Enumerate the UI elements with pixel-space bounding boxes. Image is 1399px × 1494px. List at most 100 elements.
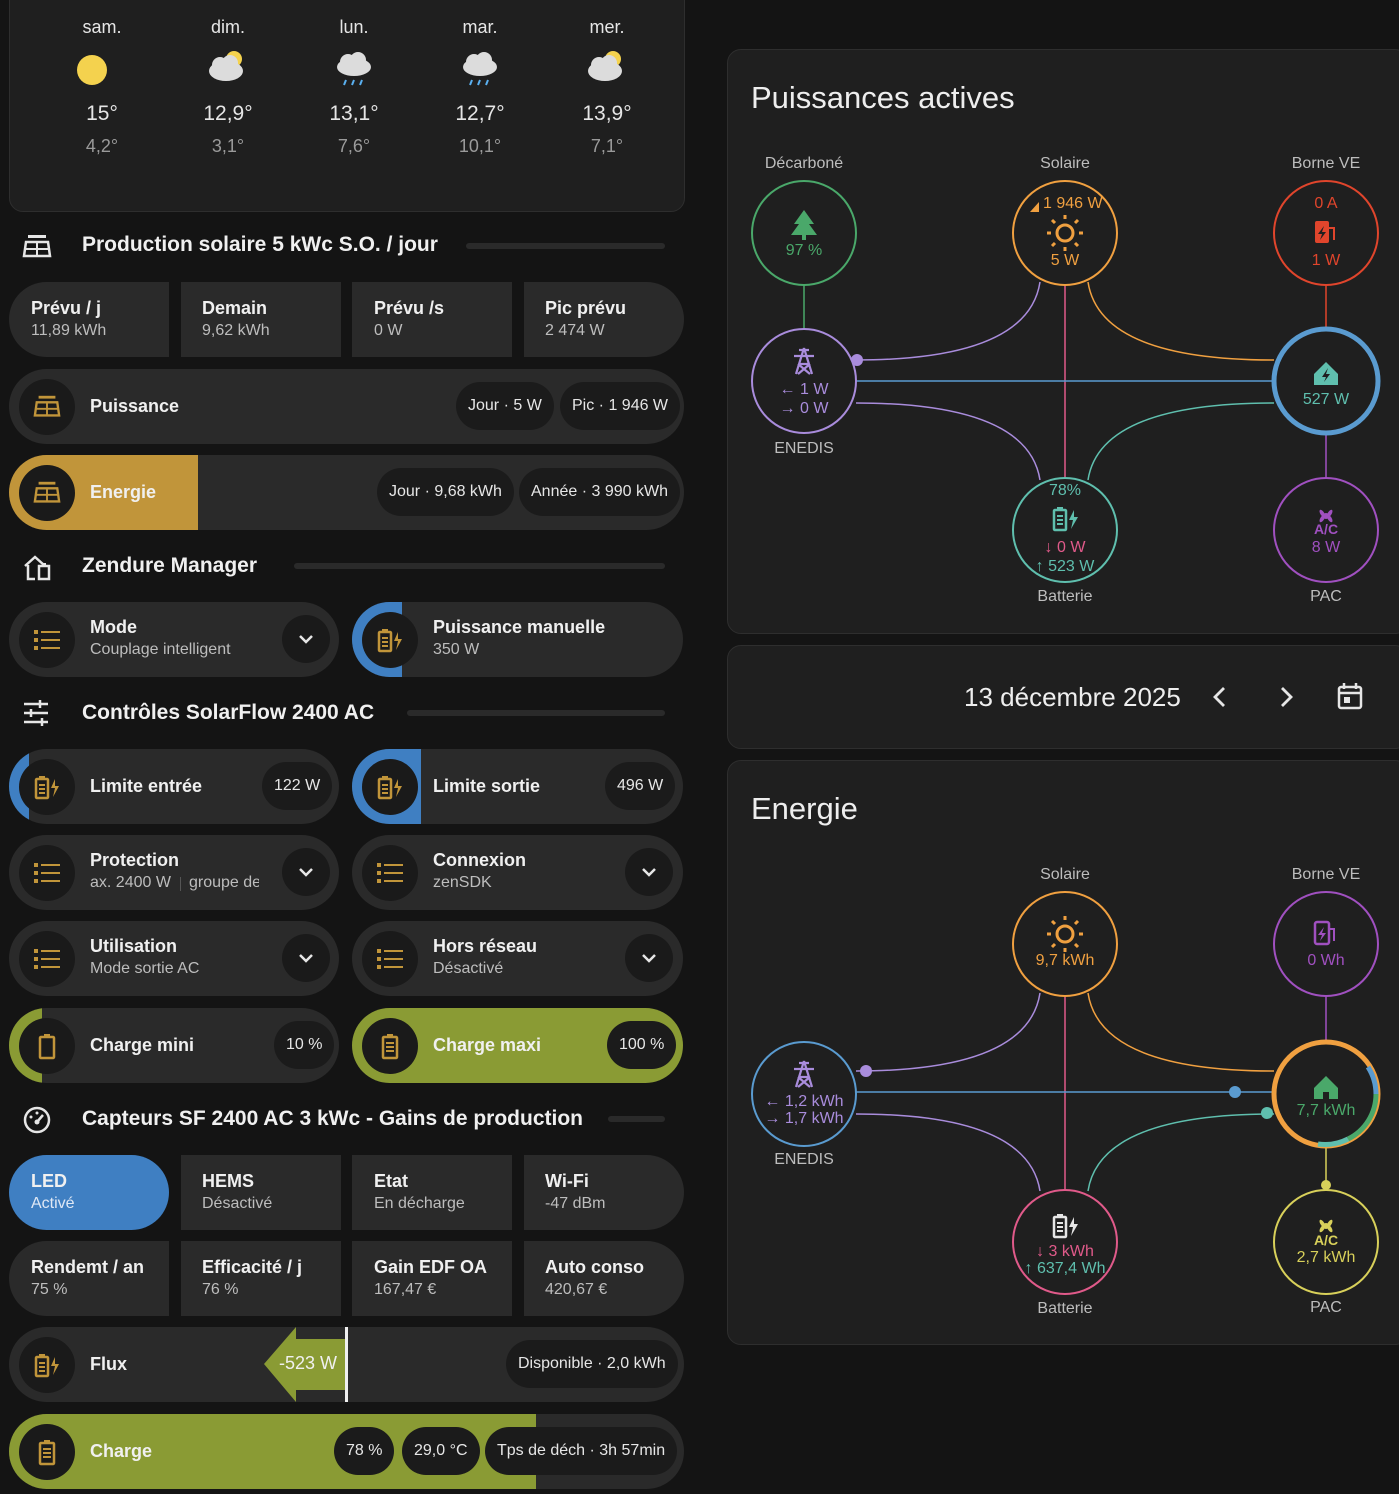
led-toggle[interactable]: LED Activé	[9, 1155, 169, 1230]
stat-tile[interactable]: Rendemt / an 75 %	[9, 1241, 169, 1316]
weather-day: dim.	[210, 17, 245, 37]
energy-flow-card[interactable]: Energie	[727, 760, 1399, 1345]
node-label: ENEDIS	[774, 1151, 834, 1168]
chevron-left-icon[interactable]	[1210, 685, 1230, 709]
card-title: Energie	[751, 791, 858, 826]
transmission-tower-icon	[794, 347, 814, 375]
list-icon	[362, 931, 418, 987]
node-label: Décarboné	[764, 155, 844, 172]
rainy-icon	[337, 52, 371, 86]
grid-in: ← 1,2 kWh	[764, 1093, 844, 1110]
stat-tile[interactable]: HEMS Désactivé	[181, 1155, 341, 1230]
chevron-right-icon[interactable]	[1276, 685, 1296, 709]
mode-select[interactable]: Mode Couplage intelligent	[9, 602, 339, 677]
chip: Jour · 5 W	[456, 382, 554, 430]
battery-out: ↑ 523 W	[1035, 558, 1095, 575]
chevron-down-icon[interactable]	[282, 934, 330, 982]
weather-low: 7,1°	[590, 136, 624, 156]
battery-charging-icon	[1052, 1214, 1078, 1239]
stat-tile[interactable]: Prévu /s 0 W	[352, 282, 512, 357]
limit-output-slider[interactable]: Limite sortie 496 W	[352, 749, 683, 824]
weather-low: 7,6°	[337, 136, 371, 156]
grid-in: ← 1 W	[779, 381, 829, 398]
weather-high: 12,9°	[203, 102, 253, 125]
section-divider	[466, 243, 665, 249]
value-chip: 496 W	[605, 762, 676, 810]
solar-panel-icon	[22, 235, 52, 258]
stat-label: Efficacité / j	[202, 1257, 303, 1277]
weather-high: 12,7°	[455, 102, 505, 125]
weather-low: 3,1°	[211, 136, 245, 156]
row-label: Puissance	[90, 396, 180, 416]
stat-value: Activé	[31, 1195, 75, 1212]
power-flow-card[interactable]: Puissances actives	[727, 49, 1399, 634]
node-label: PAC	[1310, 1299, 1342, 1316]
flux-zero-line	[345, 1327, 348, 1402]
stat-tile[interactable]: Wi-Fi -47 dBm	[524, 1155, 684, 1230]
section-divider	[608, 1116, 665, 1122]
node-label: Solaire	[1040, 155, 1090, 172]
battery-outline-icon	[19, 1018, 75, 1074]
energie-row[interactable]: Energie Jour · 9,68 kWh Année · 3 990 kW…	[9, 455, 684, 530]
node-label: Batterie	[1037, 588, 1093, 605]
transmission-tower-icon	[794, 1060, 814, 1088]
value-chip: 122 W	[262, 762, 333, 810]
charge-mini-slider[interactable]: Charge mini 10 %	[9, 1008, 339, 1083]
section-divider	[294, 563, 665, 569]
ev-charger-icon	[1313, 920, 1335, 946]
battery-out-value: 637,4 Wh	[1036, 1260, 1106, 1277]
connexion-select[interactable]: Connexion zenSDK	[352, 835, 683, 910]
stat-tile[interactable]: Efficacité / j 76 %	[181, 1241, 341, 1316]
utilisation-select[interactable]: Utilisation Mode sortie AC	[9, 921, 339, 996]
weather-low: 4,2°	[85, 136, 119, 156]
row-label: Mode	[90, 617, 137, 637]
weather-day: mer.	[589, 17, 625, 37]
row-label: Charge maxi	[433, 1035, 542, 1055]
pac-sub: A/C	[1313, 521, 1339, 537]
row-value: 350 W	[433, 641, 480, 658]
stat-tile[interactable]: Gain EDF OA 167,47 €	[352, 1241, 512, 1316]
node-value: 97 %	[785, 242, 823, 259]
node-value: 9,7 kWh	[1035, 952, 1095, 969]
stat-tile[interactable]: Pic prévu 2 474 W	[524, 282, 684, 357]
pac-sub: A/C	[1313, 1232, 1339, 1248]
row-label: Protection	[90, 850, 180, 870]
weather-low: 10,1°	[458, 136, 502, 156]
stat-tile[interactable]: Prévu / j 11,89 kWh	[9, 282, 169, 357]
manual-power-slider[interactable]: Puissance manuelle 350 W	[352, 602, 683, 677]
chevron-down-icon[interactable]	[282, 615, 330, 663]
weather-card[interactable]: sam. 15° 4,2° dim. 12,9° 3,1° lun. 13,1°…	[9, 0, 685, 212]
battery-in: ↓ 3 kWh	[1036, 1243, 1094, 1260]
weather-high: 15°	[86, 102, 118, 125]
puissance-row[interactable]: Puissance Jour · 5 W Pic · 1 946 W	[9, 369, 684, 444]
chevron-down-icon[interactable]	[625, 848, 673, 896]
calendar-icon[interactable]	[1337, 682, 1363, 710]
section-title: Production solaire 5 kWc S.O. / jour	[82, 233, 438, 256]
row-label: Limite entrée	[90, 776, 203, 796]
chevron-down-icon[interactable]	[282, 848, 330, 896]
chip: 78 %	[334, 1427, 395, 1475]
section-divider	[407, 710, 665, 716]
stat-value: 75 %	[31, 1281, 68, 1298]
row-value-2: groupe de	[189, 874, 259, 891]
solar-power-icon	[19, 465, 75, 521]
stat-tile[interactable]: Etat En décharge	[352, 1155, 512, 1230]
stat-tile[interactable]: Auto conso 420,67 €	[524, 1241, 684, 1316]
stat-tile[interactable]: Demain 9,62 kWh	[181, 282, 341, 357]
limit-input-slider[interactable]: Limite entrée 122 W	[9, 749, 339, 824]
stat-value: 76 %	[202, 1281, 239, 1298]
hors-reseau-select[interactable]: Hors réseau Désactivé	[352, 921, 683, 996]
node-label: ENEDIS	[774, 440, 834, 457]
flux-row[interactable]: Flux -523 W Disponible · 2,0 kWh	[9, 1327, 684, 1402]
battery-out-value: 523 W	[1048, 558, 1095, 575]
stat-label: LED	[31, 1171, 67, 1191]
stat-value: 11,89 kWh	[31, 322, 107, 339]
charge-maxi-slider[interactable]: Charge maxi 100 %	[352, 1008, 683, 1083]
battery-charging-icon	[1052, 507, 1078, 532]
protection-select[interactable]: Protection ax. 2400 W groupe de	[9, 835, 339, 910]
list-icon	[19, 612, 75, 668]
fan-icon	[1319, 509, 1333, 523]
chevron-down-icon[interactable]	[625, 934, 673, 982]
charge-row[interactable]: Charge 78 % 29,0 °C Tps de déch · 3h 57m…	[9, 1414, 684, 1489]
chip: 29,0 °C	[402, 1427, 480, 1475]
